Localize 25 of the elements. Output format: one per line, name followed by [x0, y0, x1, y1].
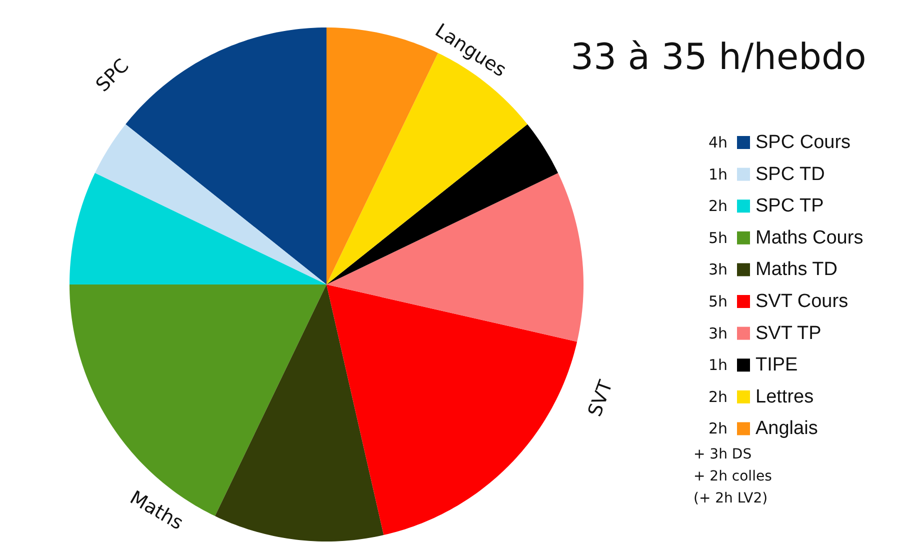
legend-label: TIPE: [756, 354, 798, 376]
data-label: 5h: [708, 228, 728, 247]
legend-label: Maths TD: [756, 259, 838, 280]
text: (+ 2h LV2): [694, 490, 768, 506]
data-label: 1h: [708, 165, 728, 184]
data-label: 1h: [708, 356, 728, 374]
data-label: 3h: [708, 260, 728, 279]
data-label: 5h: [708, 292, 728, 310]
legend-label: Lettres: [756, 386, 814, 408]
text: SVT: [584, 377, 618, 420]
legend-label: SPC Cours: [756, 132, 851, 153]
text: + 3h DS: [694, 446, 752, 462]
text: + 2h colles: [694, 468, 772, 484]
data-label: 2h: [708, 197, 728, 216]
legend-label: SVT Cours: [756, 291, 848, 312]
data-label: 3h: [708, 324, 728, 342]
data-label: 4h: [708, 134, 728, 152]
legend-label: Anglais: [756, 418, 818, 440]
legend-label: SPC TD: [756, 164, 825, 185]
legend-label: SVT TP: [756, 322, 822, 344]
legend-label: SPC TP: [756, 196, 824, 217]
data-label: 2h: [708, 420, 728, 438]
data-label: 2h: [708, 388, 728, 406]
legend-label: Maths Cours: [756, 227, 864, 248]
chart-title: 33 à 35 h/hebdo: [570, 37, 866, 78]
